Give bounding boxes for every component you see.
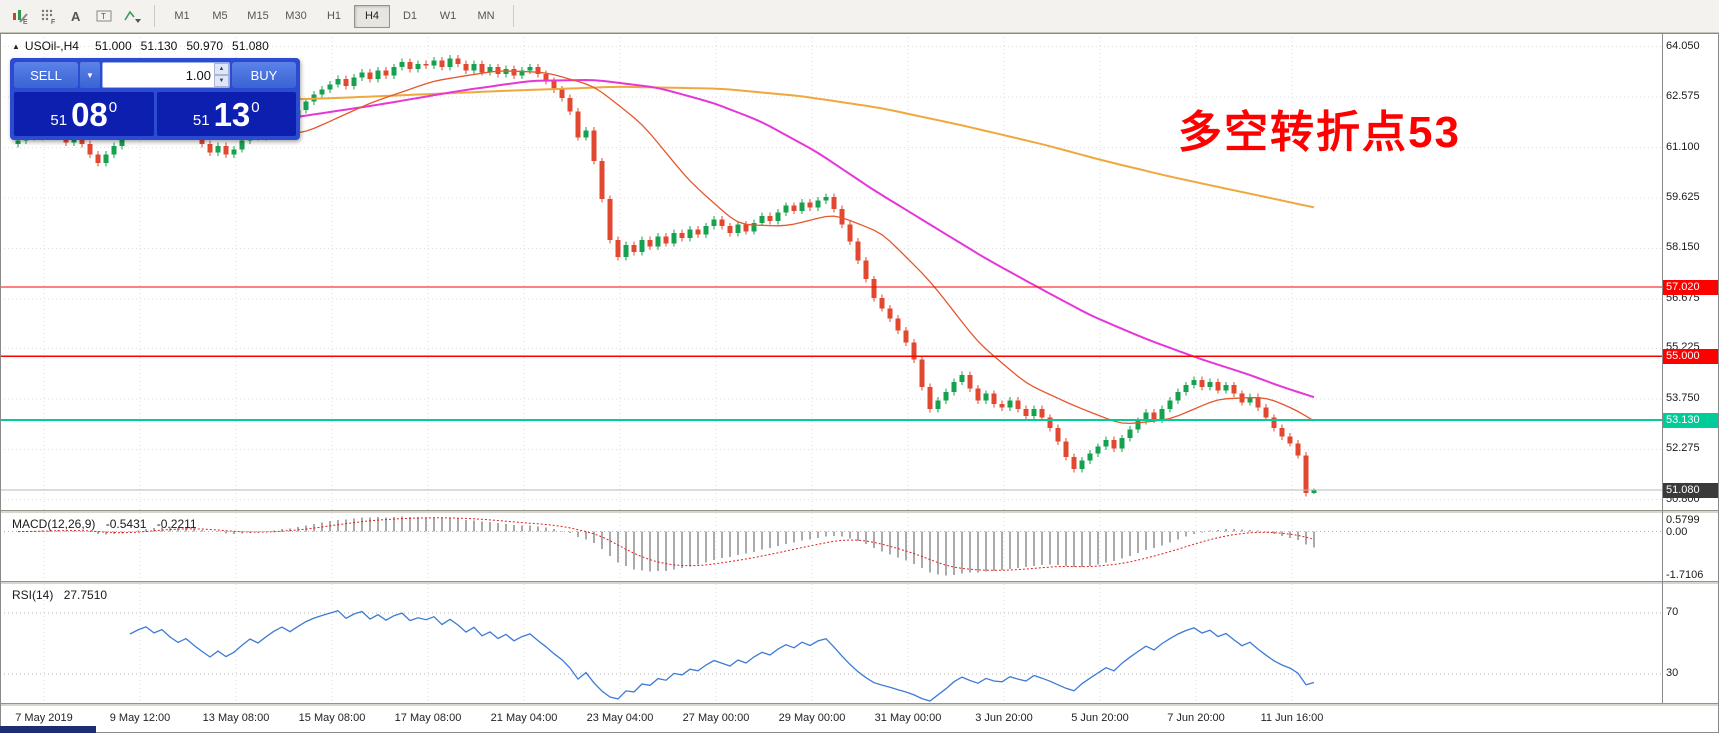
time-axis-scale[interactable]	[0, 706, 1719, 733]
order-type-dropdown[interactable]: ▼	[80, 62, 100, 88]
rsi-canvas[interactable]	[0, 584, 1662, 703]
timeframe-button-m15[interactable]: M15	[247, 10, 269, 22]
crosshair-dropdown-icon[interactable]	[118, 3, 146, 29]
bid-price-display[interactable]: 51 08 0	[14, 92, 154, 136]
price-axis-label: 62.575	[1666, 90, 1700, 103]
time-axis-label: 31 May 00:00	[874, 712, 942, 724]
time-axis-label: 7 Jun 20:00	[1167, 712, 1225, 724]
time-axis-label: 23 May 04:00	[586, 712, 654, 724]
bid-price-pips: 08	[71, 95, 108, 133]
rsi-level-label: 70	[1666, 606, 1679, 619]
macd-signal-line	[17, 517, 1315, 571]
price-axis-label: 64.050	[1666, 39, 1700, 52]
axis-separator-line	[1662, 33, 1663, 703]
bid-price-integer: 51	[50, 111, 68, 129]
symbol-name: USOil-,H4	[24, 39, 79, 53]
panel-divider-main-macd[interactable]	[0, 510, 1719, 513]
rsi-title: RSI(14)	[12, 588, 54, 602]
price-axis-label: 61.100	[1666, 140, 1700, 153]
price-tag-51.080: 51.080	[1663, 482, 1719, 498]
time-axis-label: 21 May 04:00	[490, 712, 558, 724]
price-tag-55.000: 55.000	[1663, 348, 1719, 364]
toolbar-separator	[154, 5, 155, 27]
time-axis-label: 17 May 08:00	[394, 712, 462, 724]
rsi-label: RSI(14) 27.7510	[12, 588, 114, 602]
one-click-trade-panel: SELL ▼ 1.00 ▲ ▼ BUY 51 08 0 51 13 0	[10, 58, 300, 140]
ask-price-fraction: 0	[251, 98, 260, 116]
macd-label: MACD(12,26,9) -0.5431 -0.2211	[12, 517, 204, 531]
time-axis-label: 11 Jun 16:00	[1260, 712, 1324, 724]
macd-axis-label: 0.5799	[1666, 514, 1700, 526]
main-chart-canvas[interactable]	[0, 33, 1662, 510]
timeframe-button-m30[interactable]: M30	[285, 10, 307, 22]
ask-price-pips: 13	[213, 95, 251, 133]
textbox-icon[interactable]: T	[90, 3, 118, 29]
time-axis-label: 5 Jun 20:00	[1071, 712, 1129, 724]
ask-price-integer: 51	[192, 111, 210, 129]
svg-text:E: E	[23, 19, 28, 25]
taskbar-fragment	[0, 726, 96, 733]
rsi-value: 27.7510	[63, 588, 108, 602]
time-axis-label: 9 May 12:00	[109, 712, 171, 724]
price-axis-label: 59.625	[1666, 190, 1700, 203]
macd-axis-label: 0.00	[1666, 525, 1688, 538]
volume-box: 1.00 ▲ ▼	[102, 62, 230, 88]
macd-value-signal: -0.2211	[156, 517, 197, 531]
bid-price-fraction: 0	[108, 98, 118, 116]
svg-text:T: T	[101, 12, 106, 21]
ask-price-display[interactable]: 51 13 0	[156, 92, 296, 136]
timeframe-button-mn[interactable]: MN	[477, 10, 495, 22]
ohlc-close: 51.080	[232, 39, 269, 53]
chart-edit-icon[interactable]: E	[6, 3, 34, 29]
timeframe-button-w1[interactable]: W1	[439, 10, 457, 22]
text-icon[interactable]: A	[62, 3, 90, 29]
symbol-title: ▲ USOil-,H4 51.000 51.130 50.970 51.080	[12, 39, 278, 53]
macd-value-main: -0.5431	[105, 517, 147, 531]
price-axis-scale[interactable]	[1663, 33, 1719, 703]
ohlc-high: 51.130	[140, 39, 178, 53]
time-axis-label: 15 May 08:00	[298, 712, 366, 724]
price-tag-53.130: 53.130	[1663, 412, 1719, 428]
ohlc-open: 51.000	[94, 39, 132, 53]
timeframe-button-m1[interactable]: M1	[174, 10, 190, 22]
time-axis-label: 27 May 00:00	[682, 712, 750, 724]
volume-input[interactable]: 1.00	[185, 67, 211, 83]
timeframe-button-h4[interactable]: H4	[354, 4, 390, 28]
timeframe-button-m5[interactable]: M5	[212, 10, 228, 22]
time-axis-label: 3 Jun 20:00	[975, 712, 1033, 724]
toolbar: E F A T M1 M5 M15 M30 H1 H4 D1 W1 MN	[0, 0, 1719, 33]
buy-button[interactable]: BUY	[232, 62, 296, 88]
price-axis-label: 56.675	[1666, 291, 1700, 304]
panel-divider-macd-rsi[interactable]	[0, 581, 1719, 584]
price-axis-label: 53.750	[1666, 391, 1700, 404]
time-axis-label: 29 May 00:00	[778, 712, 846, 724]
panel-divider-rsi-time	[0, 703, 1719, 706]
timeframe-button-d1[interactable]: D1	[402, 10, 418, 22]
rsi-line	[129, 609, 1315, 702]
price-axis-label: 58.150	[1666, 241, 1700, 254]
sell-button[interactable]: SELL	[14, 62, 78, 88]
dropdown-caret-icon: ▼	[86, 70, 94, 80]
rsi-level-label: 30	[1666, 666, 1679, 679]
toolbar-separator-2	[513, 5, 514, 27]
macd-title: MACD(12,26,9)	[12, 517, 96, 531]
price-axis-label: 52.275	[1666, 442, 1700, 455]
grid-icon[interactable]: F	[34, 3, 62, 29]
svg-text:F: F	[51, 19, 55, 25]
volume-down-button[interactable]: ▼	[214, 75, 229, 87]
price-tag-57.020: 57.020	[1663, 279, 1719, 295]
time-axis-label: 13 May 08:00	[202, 712, 270, 724]
ohlc-low: 50.970	[186, 39, 224, 53]
annotation-text[interactable]: 多空转折点53	[1178, 108, 1461, 157]
volume-up-button[interactable]: ▲	[214, 63, 229, 75]
timeframe-group: M1 M5 M15 M30 H1 H4 D1 W1 MN	[163, 4, 505, 28]
timeframe-button-h1[interactable]: H1	[326, 10, 342, 22]
macd-axis-label: -1.7106	[1666, 569, 1704, 582]
svg-text:A: A	[71, 9, 81, 24]
macd-canvas[interactable]	[0, 513, 1662, 581]
time-axis-label: 7 May 2019	[15, 712, 73, 724]
collapse-triangle-icon[interactable]: ▲	[12, 41, 20, 51]
